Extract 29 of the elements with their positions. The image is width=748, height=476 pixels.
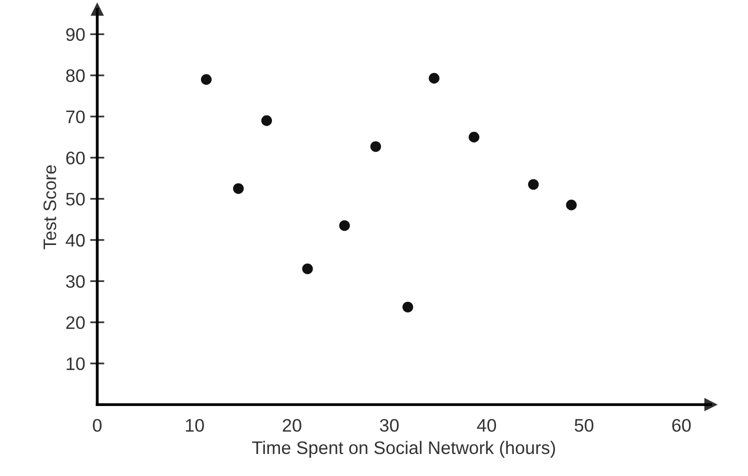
y-tick-label: 80 (66, 69, 85, 82)
point (302, 263, 313, 274)
x-axis-title: Time Spent on Social Network (hours) (252, 440, 555, 458)
x-tick-label: 60 (672, 418, 691, 432)
y-tick-label: 60 (66, 152, 85, 164)
x-tick-label: 50 (574, 418, 594, 432)
point (402, 302, 414, 312)
point (428, 72, 440, 84)
x-tick-label: 0 (92, 418, 102, 432)
y-tick-label: 40 (66, 234, 85, 247)
point (339, 220, 350, 231)
point (200, 74, 212, 85)
y-tick-label: 30 (66, 275, 85, 288)
y-axis-title: Test Score (43, 165, 56, 250)
x-tick-label: 30 (380, 418, 399, 432)
x-tick-label: 40 (477, 418, 496, 432)
point (261, 115, 272, 126)
y-tick-label: 90 (66, 28, 85, 41)
point (370, 141, 382, 152)
point (468, 132, 480, 142)
x-tick-label: 20 (282, 418, 302, 432)
y-tick-label: 10 (66, 357, 85, 370)
point (528, 179, 539, 190)
point (233, 183, 244, 194)
y-tick-label: 20 (66, 316, 85, 330)
y-tick-label: 70 (66, 110, 85, 124)
point (566, 200, 577, 210)
x-tick-label: 10 (186, 418, 204, 432)
y-tick-label: 50 (66, 192, 85, 206)
